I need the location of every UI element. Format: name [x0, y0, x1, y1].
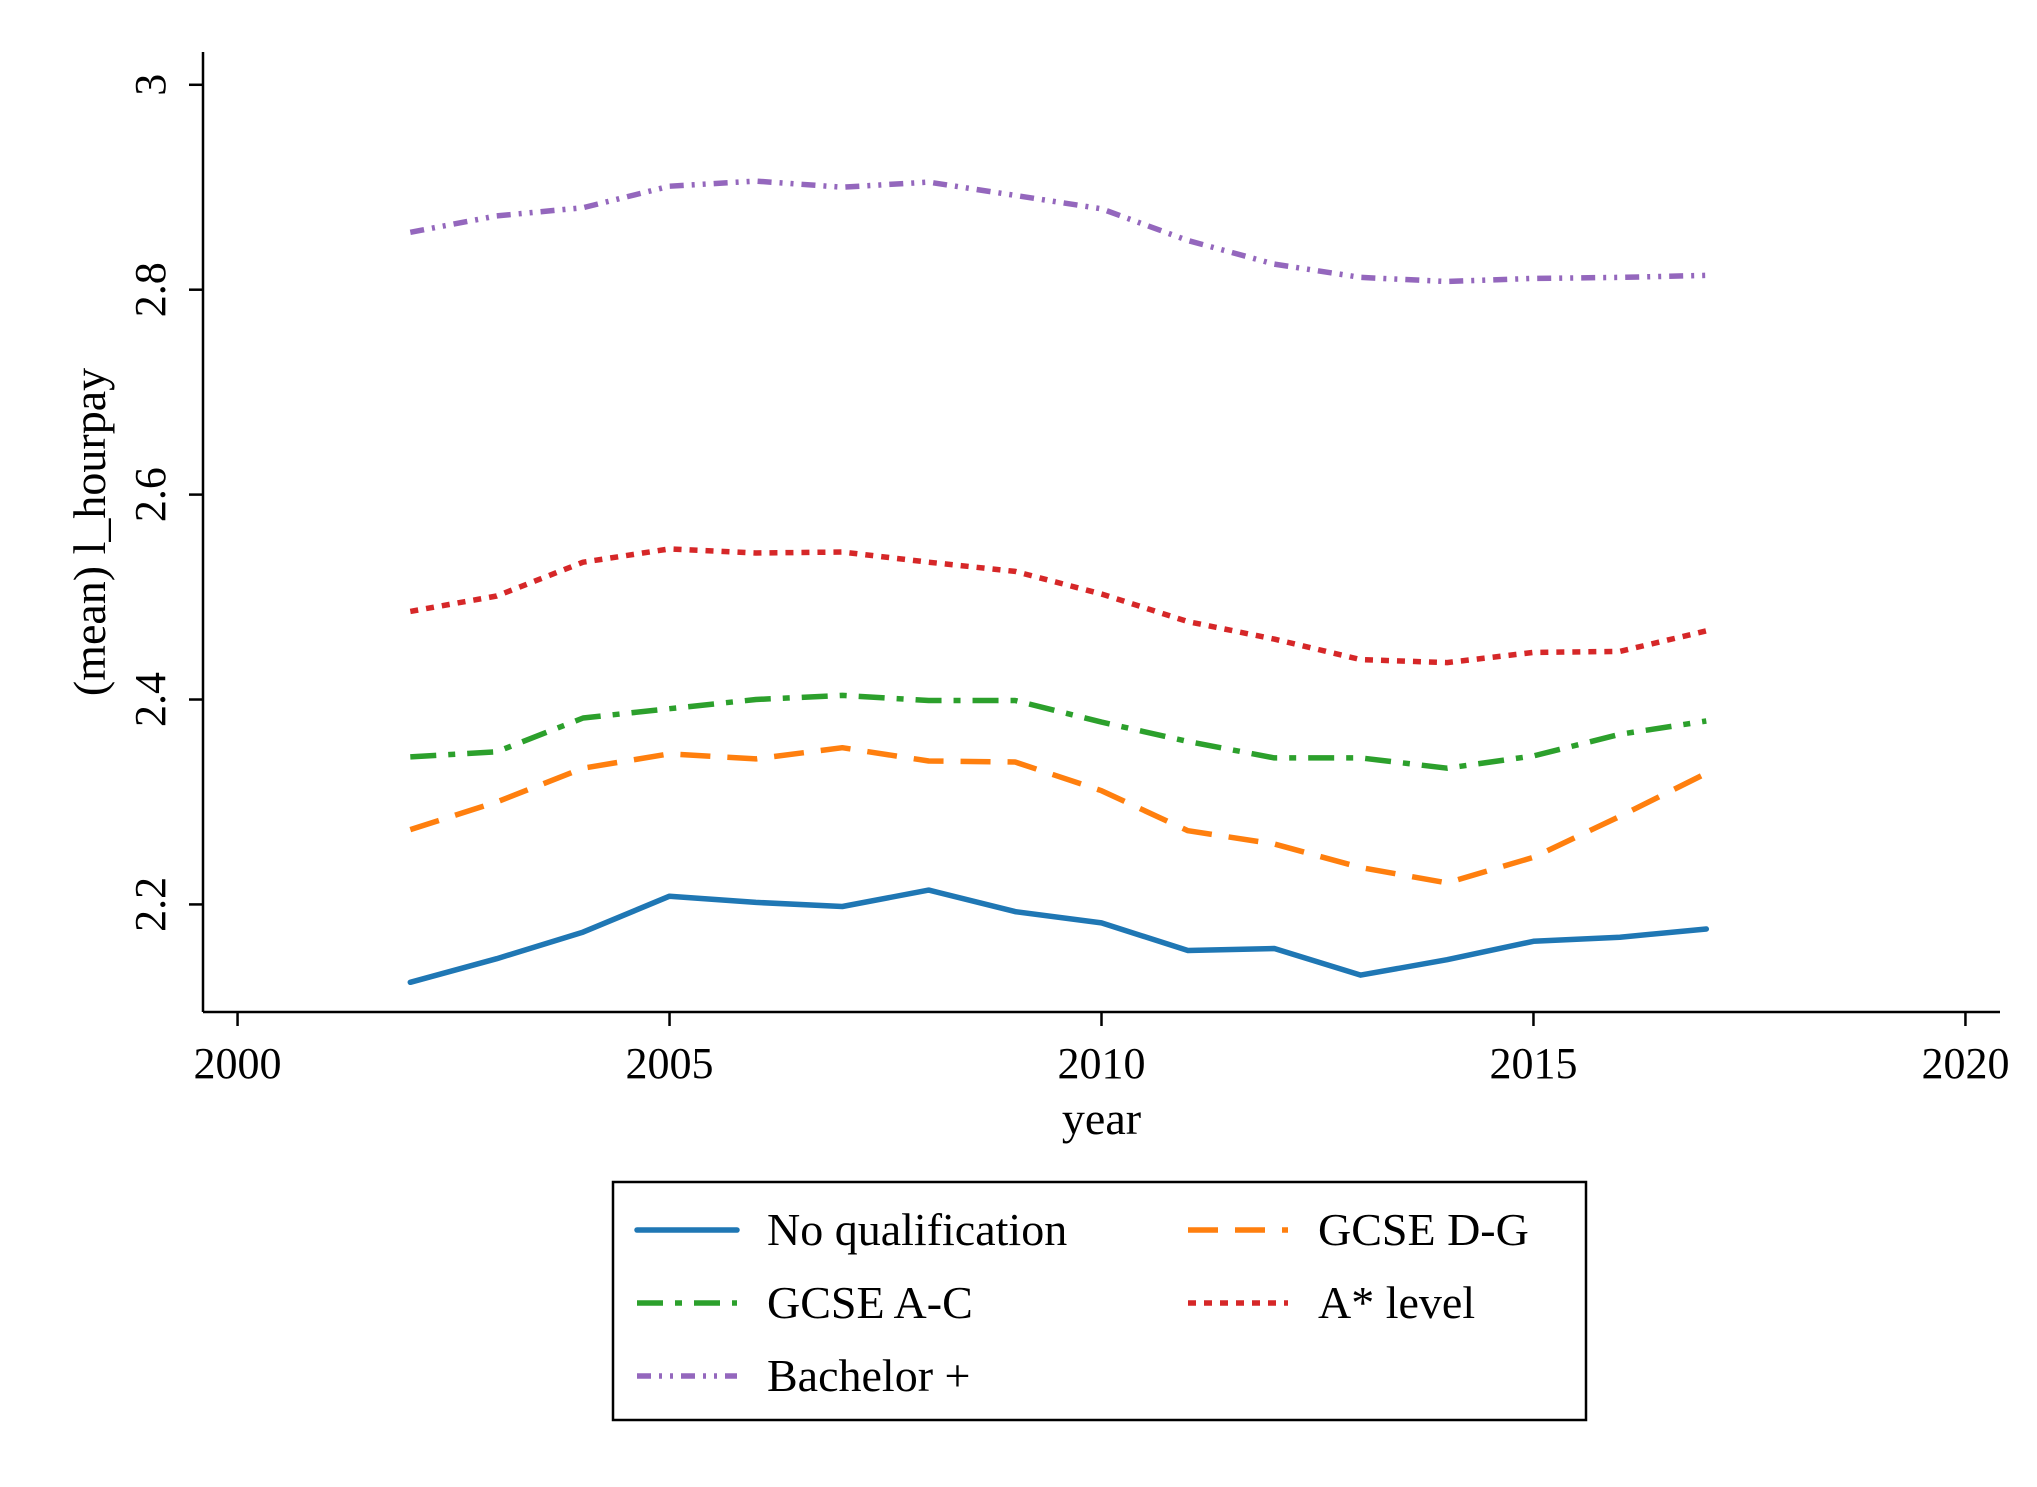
y-axis-title: (mean) l_hourpay — [64, 368, 115, 696]
y-ticks: 2.2 2.4 2.6 2.8 3 — [126, 74, 203, 932]
x-tick-label: 2015 — [1489, 1039, 1577, 1088]
x-tick-label: 2020 — [1921, 1039, 2009, 1088]
legend-items: No qualification GCSE D-G GCSE A-C A* level… — [634, 1204, 1529, 1401]
series-line-1 — [409, 744, 1708, 886]
legend: No qualification GCSE D-G GCSE A-C A* level… — [611, 1180, 1588, 1422]
legend-box — [611, 1180, 1588, 1422]
legend-label-3: A* level — [1318, 1277, 1475, 1328]
x-tick-label: 2010 — [1058, 1039, 1146, 1088]
series-line-0 — [407, 887, 1710, 986]
series-lines — [407, 178, 1710, 986]
legend-label-0: No qualification — [767, 1204, 1067, 1255]
legend-label-2: GCSE A-C — [767, 1277, 973, 1328]
legend-label-4: Bachelor + — [767, 1350, 970, 1401]
series-line-4 — [409, 178, 1707, 285]
x-ticks: 2000 2005 2010 2015 2020 — [194, 1012, 2009, 1088]
x-axis-title: year — [1062, 1093, 1141, 1144]
series-line-2 — [410, 692, 1707, 771]
axes: 2.2 2.4 2.6 2.8 3 2000 2005 2010 2015 2020 — [126, 52, 2009, 1088]
x-tick-label: 2005 — [626, 1039, 714, 1088]
series-line-3 — [409, 546, 1707, 666]
y-tick-label: 2.4 — [126, 672, 175, 727]
x-tick-label: 2000 — [194, 1039, 282, 1088]
y-tick-label: 2.8 — [126, 262, 175, 317]
y-tick-label: 2.6 — [126, 467, 175, 522]
y-tick-label: 2.2 — [126, 877, 175, 932]
y-tick-label: 3 — [126, 74, 175, 96]
legend-label-1: GCSE D-G — [1318, 1204, 1529, 1255]
